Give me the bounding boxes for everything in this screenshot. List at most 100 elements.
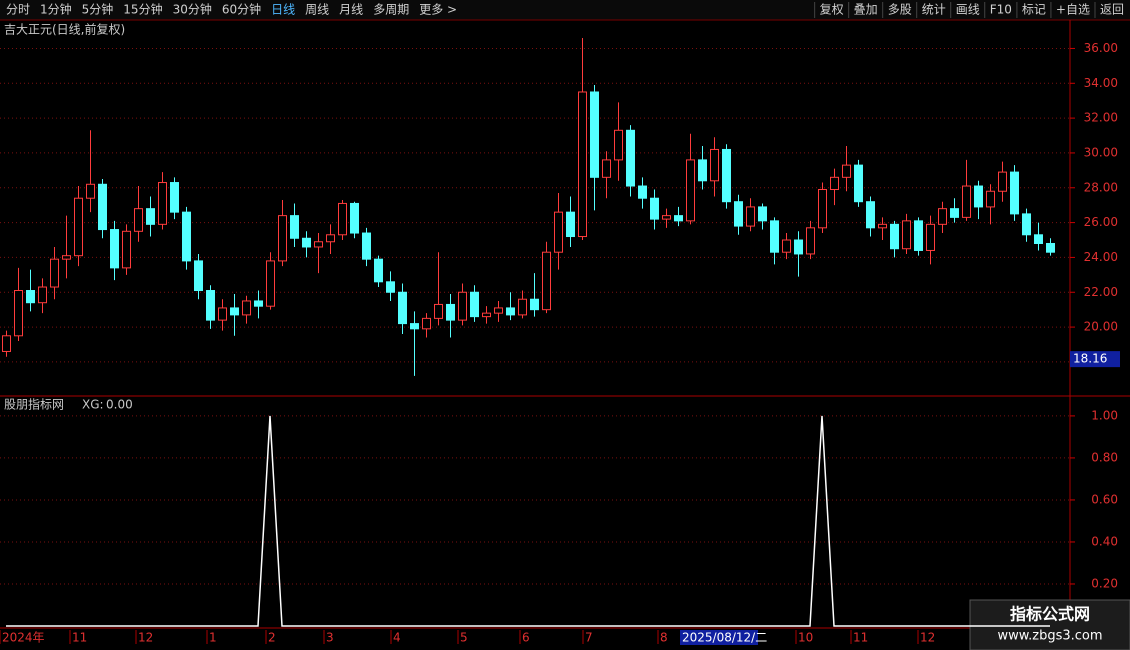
candle-body bbox=[518, 298, 527, 316]
candle-body bbox=[218, 307, 227, 321]
toolbar-button[interactable]: 标记 bbox=[1022, 3, 1046, 17]
candle-body bbox=[590, 91, 599, 178]
toolbar-button[interactable]: 60分钟 bbox=[222, 2, 261, 17]
y-tick-label: 26.00 bbox=[1084, 215, 1118, 229]
candle-body bbox=[938, 208, 947, 225]
toolbar-button[interactable]: 月线 bbox=[339, 3, 363, 17]
candle-body bbox=[122, 230, 131, 269]
time-label: 1 bbox=[209, 631, 217, 645]
candle-body bbox=[386, 281, 395, 293]
candle-body bbox=[542, 251, 551, 311]
candle-body bbox=[1010, 171, 1019, 215]
candle-body bbox=[614, 129, 623, 161]
candle-body bbox=[566, 211, 575, 238]
y-tick-label: 24.00 bbox=[1084, 250, 1118, 264]
toolbar-button[interactable]: 15分钟 bbox=[123, 2, 162, 17]
candle-body bbox=[14, 290, 23, 337]
candle-body bbox=[2, 335, 11, 352]
toolbar-button[interactable]: 日线 bbox=[271, 3, 295, 17]
candle-body bbox=[266, 260, 275, 307]
candle-body bbox=[314, 241, 323, 248]
candle-body bbox=[410, 323, 419, 330]
toolbar-button[interactable]: F10 bbox=[990, 3, 1012, 17]
candle-body bbox=[710, 148, 719, 182]
time-cursor-box bbox=[680, 630, 758, 645]
toolbar-button[interactable]: +自选 bbox=[1056, 3, 1090, 17]
candle-body bbox=[158, 182, 167, 225]
toolbar-button[interactable]: 分时 bbox=[6, 3, 30, 17]
y-tick-label: 34.00 bbox=[1084, 76, 1118, 90]
candle-body bbox=[110, 229, 119, 269]
candle-body bbox=[350, 202, 359, 234]
time-label: 6 bbox=[522, 631, 530, 645]
toolbar-button[interactable]: 多股 bbox=[888, 3, 912, 17]
candle-body bbox=[854, 164, 863, 203]
candle-body bbox=[278, 215, 287, 262]
candle-body bbox=[578, 91, 587, 238]
candle-body bbox=[674, 215, 683, 222]
candle-body bbox=[26, 290, 35, 304]
y-tick-label: 22.00 bbox=[1084, 285, 1118, 299]
time-label: 10 bbox=[798, 631, 813, 645]
toolbar-button[interactable]: 统计 bbox=[922, 3, 946, 17]
time-label: 11 bbox=[853, 631, 868, 645]
toolbar-button[interactable]: 1分钟 bbox=[40, 2, 72, 17]
candle-body bbox=[734, 201, 743, 227]
candle-body bbox=[830, 176, 839, 191]
time-label: 7 bbox=[585, 631, 593, 645]
legend-value: 0.00 bbox=[106, 398, 133, 412]
toolbar-button[interactable]: 5分钟 bbox=[82, 2, 114, 17]
candle-body bbox=[602, 159, 611, 178]
toolbar-button[interactable]: 更多 > bbox=[419, 3, 457, 17]
candle-body bbox=[458, 291, 467, 321]
time-label: 12 bbox=[138, 631, 153, 645]
candle-body bbox=[650, 197, 659, 220]
candle-body bbox=[398, 291, 407, 325]
candle-body bbox=[494, 307, 503, 314]
candle-body bbox=[986, 190, 995, 208]
toolbar-button[interactable]: 复权 bbox=[820, 3, 844, 17]
candle-body bbox=[1046, 242, 1055, 253]
candle-body bbox=[242, 300, 251, 316]
y-tick-label: 0.20 bbox=[1091, 576, 1118, 590]
candle-body bbox=[434, 303, 443, 319]
time-label: 2024年 bbox=[2, 631, 45, 645]
toolbar-button[interactable]: 画线 bbox=[956, 3, 980, 17]
candle-body bbox=[1022, 213, 1031, 236]
y-tick-label: 36.00 bbox=[1084, 41, 1118, 55]
time-label: 2 bbox=[268, 631, 276, 645]
toolbar-button[interactable]: 叠加 bbox=[854, 3, 878, 17]
candle-body bbox=[146, 208, 155, 225]
candle-body bbox=[134, 208, 143, 232]
candle-body bbox=[374, 258, 383, 283]
time-label: 3 bbox=[326, 631, 334, 645]
time-cursor-label: 2025/08/12/二 bbox=[682, 631, 767, 645]
y-tick-label: 30.00 bbox=[1084, 145, 1118, 159]
toolbar-button[interactable]: 周线 bbox=[305, 3, 329, 17]
candle-body bbox=[422, 317, 431, 330]
candle-body bbox=[326, 234, 335, 243]
toolbar-button[interactable]: 返回 bbox=[1100, 3, 1124, 17]
candle-body bbox=[842, 164, 851, 178]
toolbar-button[interactable]: 多周期 bbox=[373, 3, 409, 17]
candle-body bbox=[782, 239, 791, 253]
toolbar-button[interactable]: 30分钟 bbox=[173, 2, 212, 17]
candle-body bbox=[806, 227, 815, 255]
time-label: 12 bbox=[920, 631, 935, 645]
watermark-url: www.zbgs3.com bbox=[997, 629, 1102, 644]
candle-body bbox=[794, 239, 803, 255]
time-label: 5 bbox=[460, 631, 468, 645]
candle-body bbox=[722, 148, 731, 203]
toolbar bbox=[0, 0, 1130, 20]
legend-name: XG: bbox=[82, 398, 104, 412]
candle-body bbox=[962, 185, 971, 218]
y-tick-label: 0.40 bbox=[1091, 534, 1118, 548]
candle-body bbox=[758, 206, 767, 222]
candle-body bbox=[974, 185, 983, 208]
candle-body bbox=[554, 211, 563, 253]
y-tick-label: 0.60 bbox=[1091, 492, 1118, 506]
candle-body bbox=[98, 183, 107, 231]
candle-body bbox=[62, 255, 71, 260]
